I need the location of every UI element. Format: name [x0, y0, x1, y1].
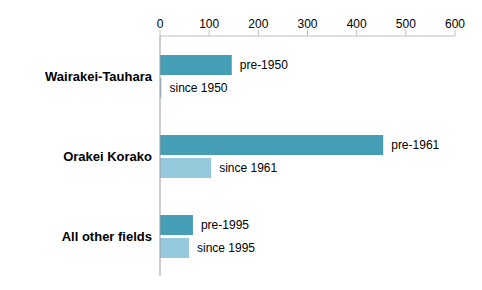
svg-text:All other fields: All other fields — [62, 229, 152, 244]
svg-text:Wairakei-Tauhara: Wairakei-Tauhara — [45, 69, 153, 84]
svg-text:pre-1995: pre-1995 — [201, 218, 249, 232]
svg-text:0: 0 — [157, 17, 164, 31]
svg-text:300: 300 — [297, 17, 317, 31]
svg-text:pre-1950: pre-1950 — [240, 58, 288, 72]
svg-text:100: 100 — [199, 17, 219, 31]
svg-text:600: 600 — [445, 17, 465, 31]
svg-text:since 1961: since 1961 — [219, 161, 277, 175]
svg-text:Orakei Korako: Orakei Korako — [63, 149, 152, 164]
svg-text:since 1995: since 1995 — [197, 241, 255, 255]
svg-text:since 1950: since 1950 — [169, 81, 227, 95]
svg-text:400: 400 — [347, 17, 367, 31]
svg-text:500: 500 — [396, 17, 416, 31]
svg-text:pre-1961: pre-1961 — [391, 138, 439, 152]
svg-text:200: 200 — [248, 17, 268, 31]
